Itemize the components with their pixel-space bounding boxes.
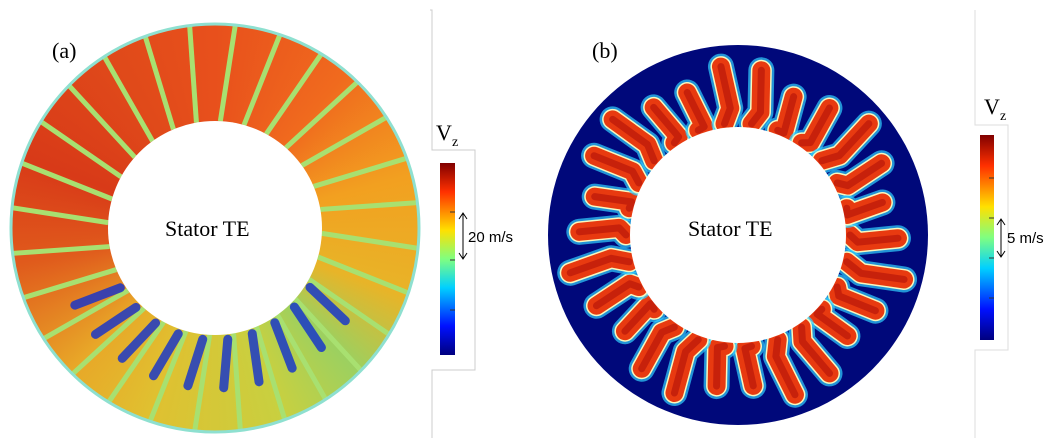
- blade-gap: [190, 25, 197, 123]
- colorbar-b: [980, 135, 994, 340]
- figure: (a) Stator TE (b) Stator TE V z 20 m/s V…: [0, 0, 1055, 438]
- colorbar-subscript: z: [1000, 109, 1006, 124]
- panel-label: (a): [52, 38, 76, 63]
- colorbar-title: V: [984, 94, 1000, 119]
- blade-gap: [11, 208, 108, 223]
- scale-arrow: [459, 213, 467, 259]
- colorbar-a: [440, 163, 455, 355]
- blade-gap: [244, 34, 280, 125]
- center-label: Stator TE: [165, 216, 250, 241]
- panel-label: (b): [592, 38, 618, 63]
- scale-label: 5 m/s: [1007, 230, 1044, 247]
- blade-gap: [220, 24, 235, 121]
- overlay: (a) Stator TE (b) Stator TE V z 20 m/s V…: [0, 0, 1055, 438]
- center-label: Stator TE: [688, 216, 773, 241]
- blade-gap: [145, 35, 174, 129]
- blade-gap: [318, 257, 409, 293]
- blade-gap: [320, 203, 418, 210]
- colorbar-subscript: z: [452, 135, 458, 150]
- blade-gap: [21, 163, 112, 199]
- blade-gap: [234, 333, 241, 431]
- blade-gap: [322, 233, 419, 248]
- scale-arrow: [997, 219, 1005, 257]
- blade-gap: [314, 158, 408, 187]
- colorbar-title: V: [436, 120, 452, 145]
- wake: [224, 339, 228, 387]
- wake: [252, 334, 259, 382]
- blade-gap: [12, 247, 110, 254]
- scale-label: 20 m/s: [468, 229, 513, 246]
